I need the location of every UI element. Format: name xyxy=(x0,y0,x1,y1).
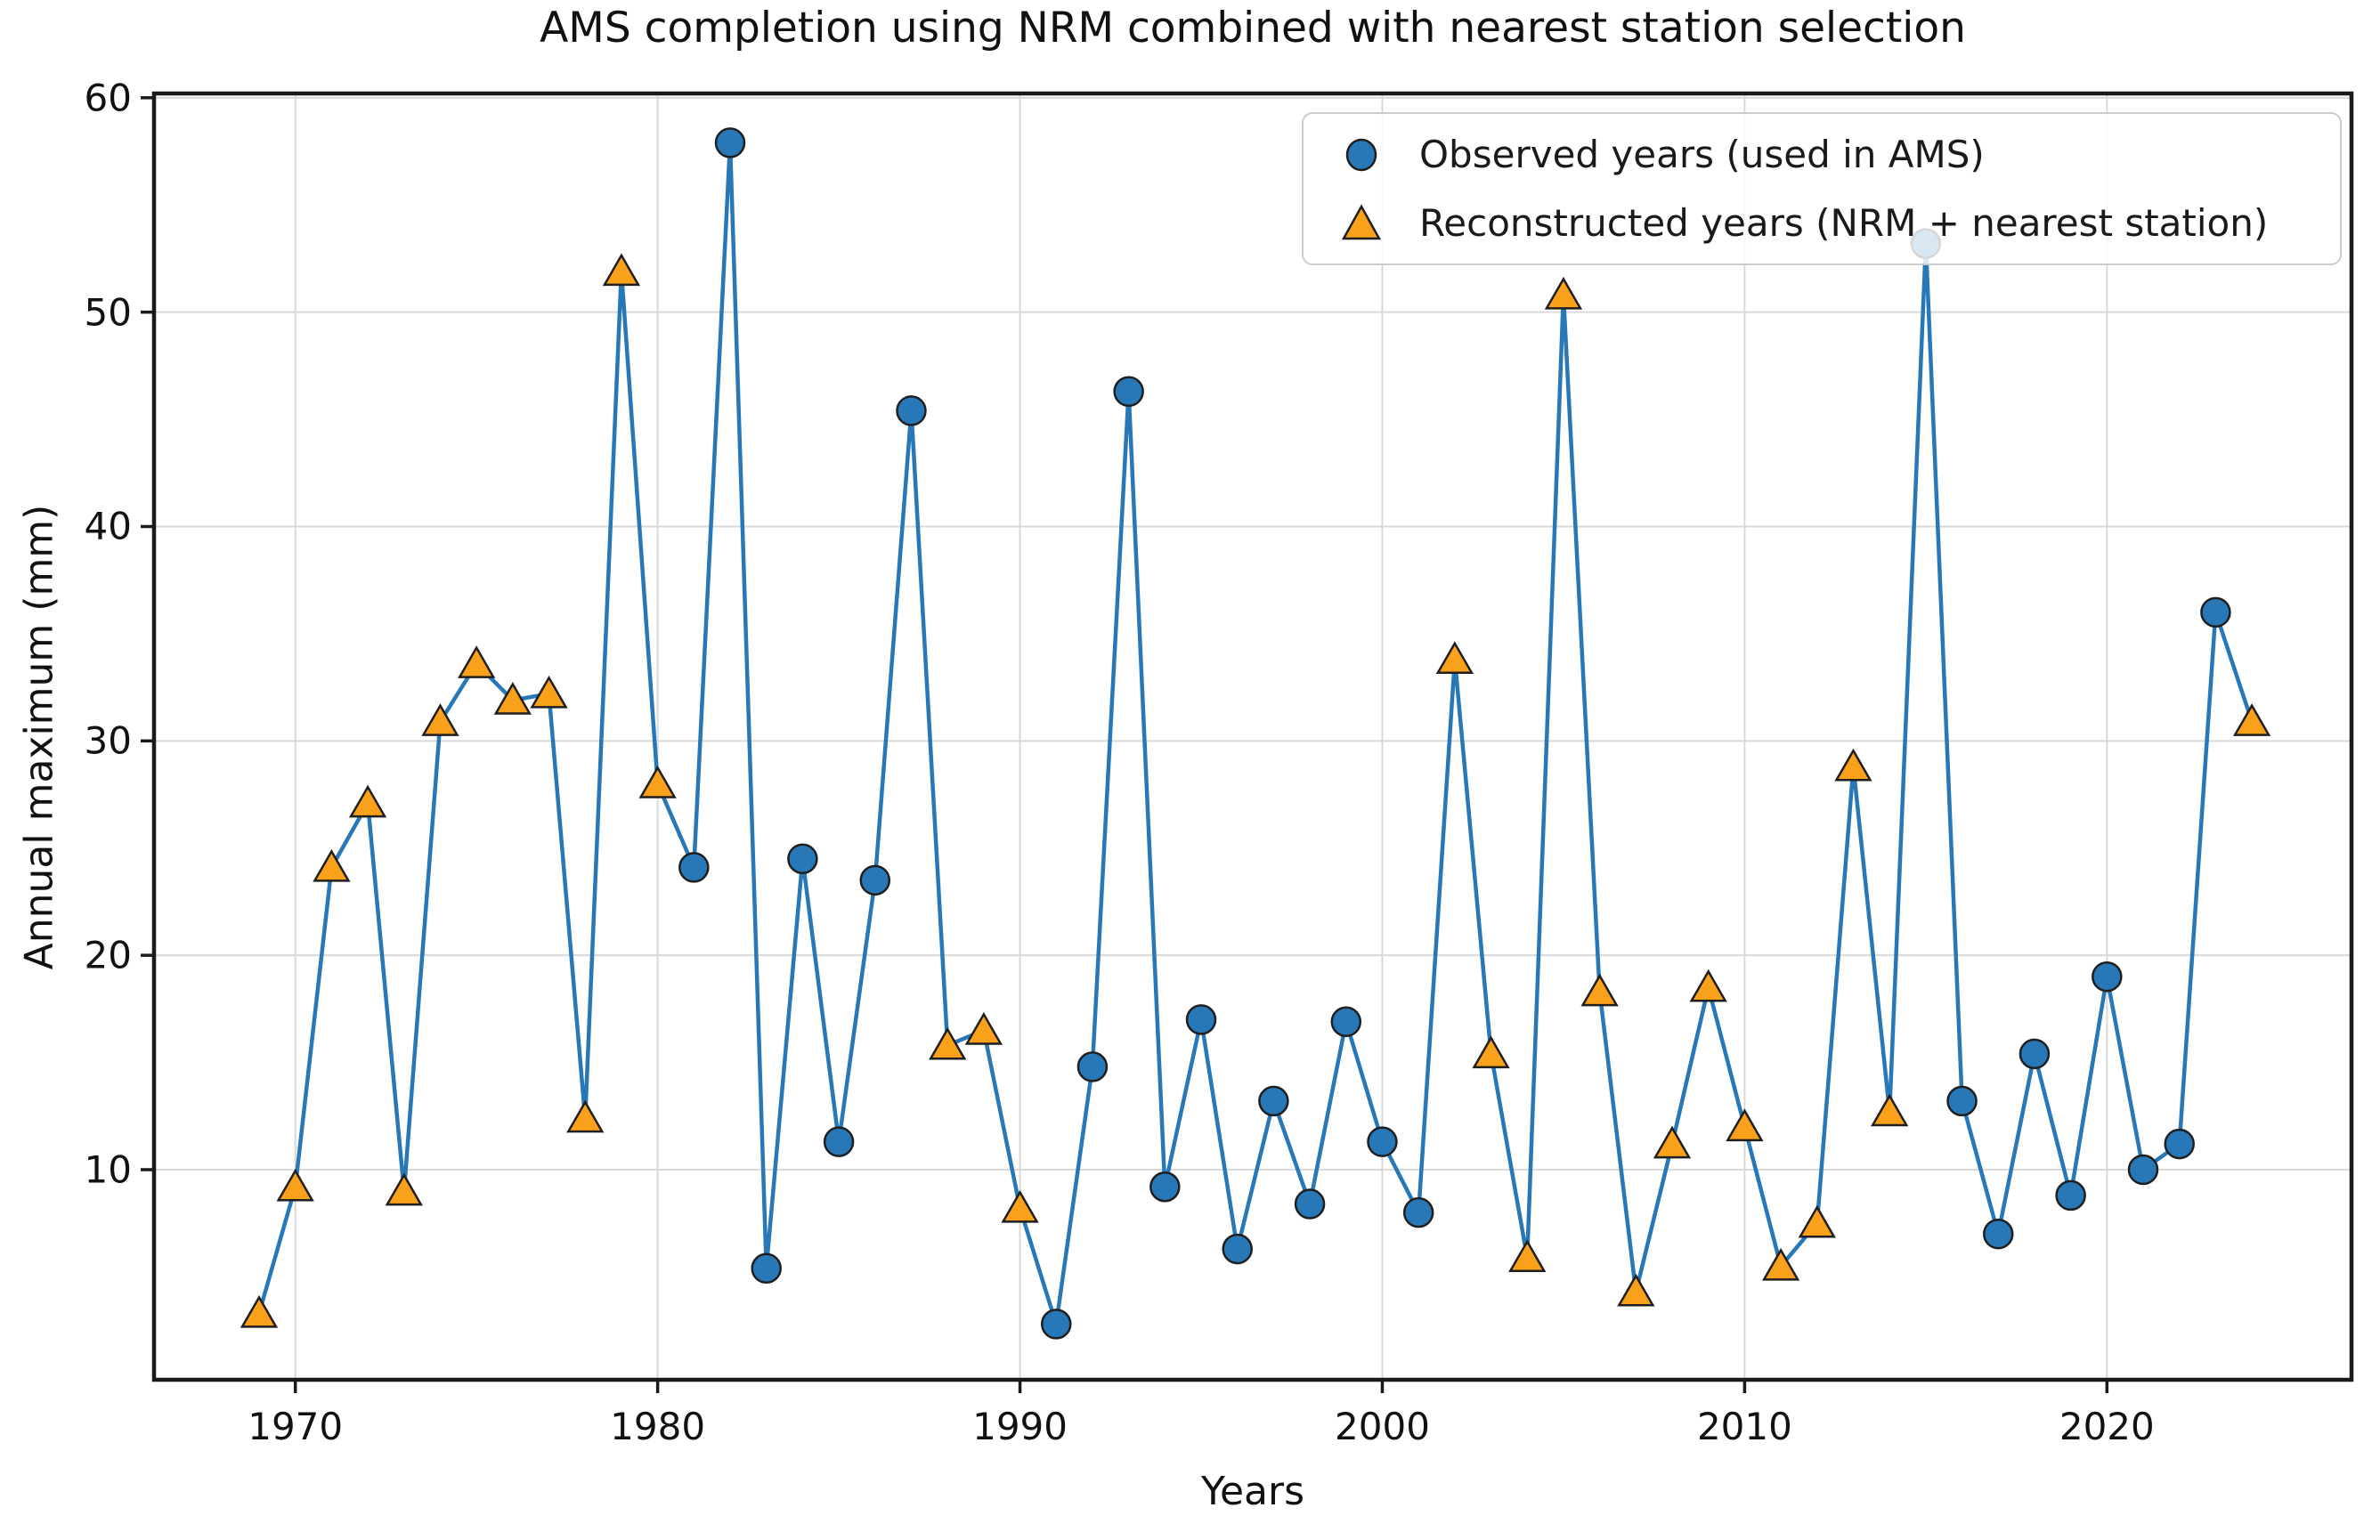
data-point-2021 xyxy=(2127,1154,2159,1186)
data-point-1978 xyxy=(566,1099,605,1133)
data-point-2003 xyxy=(1472,1035,1510,1069)
data-point-2006 xyxy=(1580,973,1619,1007)
data-point-1989 xyxy=(964,1011,1003,1045)
data-point-2020 xyxy=(2092,960,2123,993)
legend-label-observed: Observed years (used in AMS) xyxy=(1419,133,1985,177)
data-point-1993 xyxy=(1113,376,1144,408)
data-point-2016 xyxy=(1946,1085,1978,1117)
data-point-1969 xyxy=(240,1294,279,1328)
x-tick-label-1990: 1990 xyxy=(972,1405,1068,1448)
data-point-2001 xyxy=(1402,1196,1434,1228)
tick-marks xyxy=(141,96,2109,1393)
data-point-1977 xyxy=(530,675,568,709)
legend-item-observed: Observed years (used in AMS) xyxy=(1304,124,2340,186)
data-point-1984 xyxy=(787,843,818,875)
data-point-2000 xyxy=(1367,1126,1398,1157)
x-tick-label-2000: 2000 xyxy=(1335,1405,1430,1448)
data-point-2017 xyxy=(1982,1218,2014,1250)
legend: Observed years (used in AMS) Reconstruct… xyxy=(1302,112,2342,265)
data-point-1992 xyxy=(1076,1051,1109,1082)
data-point-1995 xyxy=(1185,1004,1217,1035)
data-point-2008 xyxy=(1653,1125,1692,1159)
data-point-1976 xyxy=(493,682,532,715)
data-point-1980 xyxy=(638,765,677,798)
data-point-1994 xyxy=(1149,1171,1181,1203)
data-point-1974 xyxy=(421,703,459,736)
data-point-1997 xyxy=(1258,1085,1289,1117)
chart-title: AMS completion using NRM combined with n… xyxy=(540,4,1966,53)
data-point-1982 xyxy=(714,127,746,158)
reconstructed-triangle-icon xyxy=(1304,203,1419,242)
data-point-1986 xyxy=(859,864,891,896)
reconstructed-markers xyxy=(240,253,2271,1328)
x-tick-label-1970: 1970 xyxy=(248,1405,344,1448)
data-point-1973 xyxy=(385,1172,423,1206)
data-point-2010 xyxy=(1726,1108,1764,1142)
data-point-2007 xyxy=(1617,1273,1655,1307)
data-point-1979 xyxy=(602,253,641,287)
data-point-2004 xyxy=(1508,1239,1547,1272)
data-point-2012 xyxy=(1798,1204,1836,1238)
data-point-2013 xyxy=(1834,748,1872,782)
data-line xyxy=(256,141,2254,1326)
y-tick-label-30: 30 xyxy=(84,718,132,763)
data-point-1975 xyxy=(458,645,496,678)
data-point-1981 xyxy=(678,852,710,883)
data-point-1988 xyxy=(929,1026,967,1060)
data-point-1970 xyxy=(276,1168,314,1202)
data-point-1985 xyxy=(823,1126,855,1157)
data-point-2009 xyxy=(1689,969,1727,1002)
data-point-1983 xyxy=(751,1252,782,1285)
data-point-1971 xyxy=(313,848,351,882)
data-point-2023 xyxy=(2200,596,2231,628)
data-point-2018 xyxy=(2019,1038,2051,1070)
data-point-1999 xyxy=(1330,1006,1362,1038)
y-tick-label-50: 50 xyxy=(84,290,132,335)
data-point-2024 xyxy=(2232,703,2271,736)
y-tick-label-60: 60 xyxy=(84,76,132,120)
data-point-1987 xyxy=(896,395,927,426)
data-point-2014 xyxy=(1871,1093,1909,1127)
observed-circle-icon xyxy=(1304,135,1419,174)
data-point-2022 xyxy=(2164,1128,2195,1160)
data-point-2002 xyxy=(1435,641,1474,675)
observed-markers xyxy=(678,127,2231,1340)
y-tick-label-20: 20 xyxy=(84,933,132,977)
data-point-2019 xyxy=(2055,1179,2086,1212)
legend-label-reconstructed: Reconstructed years (NRM + nearest stati… xyxy=(1419,200,2269,245)
data-point-2005 xyxy=(1544,276,1583,310)
x-axis-label: Years xyxy=(1200,1469,1305,1514)
y-tick-label-40: 40 xyxy=(84,504,132,548)
data-point-1998 xyxy=(1294,1188,1326,1220)
data-point-1991 xyxy=(1040,1309,1072,1340)
data-point-1996 xyxy=(1222,1233,1253,1265)
x-tick-label-2020: 2020 xyxy=(2059,1405,2155,1448)
axes-spines xyxy=(151,91,2354,1382)
y-axis-label: Annual maximum (mm) xyxy=(16,504,62,970)
data-point-1972 xyxy=(348,784,387,818)
x-tick-label-1980: 1980 xyxy=(610,1405,706,1448)
data-point-1990 xyxy=(1001,1189,1039,1223)
grid-lines xyxy=(154,93,2352,1380)
data-point-2011 xyxy=(1761,1247,1800,1281)
x-tick-label-2010: 2010 xyxy=(1696,1405,1792,1448)
legend-item-reconstructed: Reconstructed years (NRM + nearest stati… xyxy=(1304,191,2340,254)
y-tick-label-10: 10 xyxy=(84,1147,132,1192)
